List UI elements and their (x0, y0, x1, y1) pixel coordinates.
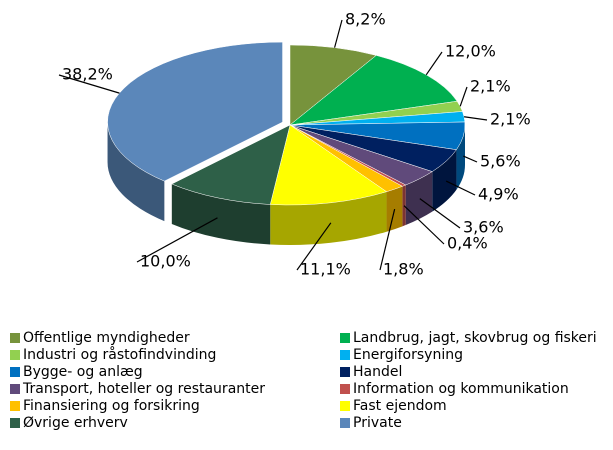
legend-label: Energiforsyning (353, 347, 463, 363)
data-label: 8,2% (345, 10, 386, 29)
data-label: 2,1% (490, 110, 531, 129)
legend-swatch (340, 333, 350, 343)
data-label: 4,9% (478, 185, 519, 204)
legend-swatch (340, 418, 350, 428)
legend-label: Bygge- og anlæg (23, 364, 143, 380)
leader-line (419, 198, 461, 229)
leader-line (136, 217, 218, 263)
slice-side (432, 149, 457, 212)
data-label: 11,1% (300, 260, 351, 279)
slice (289, 55, 458, 126)
leader-line (379, 208, 396, 271)
legend-swatch (340, 401, 350, 411)
slice (107, 41, 283, 182)
legend-swatch (10, 401, 20, 411)
leader-line (463, 116, 488, 121)
slice-side (107, 122, 165, 222)
legend-label: Industri og råstofindvinding (23, 346, 216, 363)
slice-side (386, 186, 403, 232)
leader-line (463, 155, 478, 163)
slice (269, 124, 388, 206)
data-label: 38,2% (62, 65, 113, 84)
leader-line (445, 180, 476, 196)
legend-swatch (340, 367, 350, 377)
legend-label: Fast ejendom (353, 398, 447, 414)
leader-line (459, 86, 468, 107)
leader-line (425, 51, 443, 76)
leader-line (403, 205, 445, 245)
legend-label: Finansiering og forsikring (23, 398, 200, 414)
data-label: 2,1% (470, 77, 511, 96)
legend-label: Handel (353, 364, 402, 380)
legend-label: Transport, hoteller og restauranter (22, 381, 265, 397)
data-label: 10,0% (140, 252, 191, 271)
slice (171, 124, 291, 205)
legend-label: Øvrige erhverv (23, 415, 128, 431)
leader-line (58, 74, 120, 94)
legend-label: Landbrug, jagt, skovbrug og fiskeri (353, 330, 597, 346)
legend-swatch (10, 350, 20, 360)
leader-line (334, 19, 343, 48)
legend-label: Information og kommunikation (353, 381, 569, 397)
legend-label: Offentlige myndigheder (23, 330, 190, 346)
leader-line (296, 222, 332, 271)
legend-swatch (10, 418, 20, 428)
legend-swatch (340, 350, 350, 360)
slice-side (405, 171, 433, 226)
data-label: 5,6% (480, 152, 521, 171)
data-label: 1,8% (383, 260, 424, 279)
legend-swatch (10, 367, 20, 377)
data-label: 3,6% (463, 218, 504, 237)
data-label: 0,4% (447, 234, 488, 253)
data-label: 12,0% (445, 42, 496, 61)
slice-side (402, 185, 406, 227)
legend-swatch (340, 384, 350, 394)
legend-swatch (10, 333, 20, 343)
slice-side (456, 125, 465, 190)
legend-swatch (10, 384, 20, 394)
slice (289, 44, 377, 126)
legend-label: Private (353, 415, 402, 431)
